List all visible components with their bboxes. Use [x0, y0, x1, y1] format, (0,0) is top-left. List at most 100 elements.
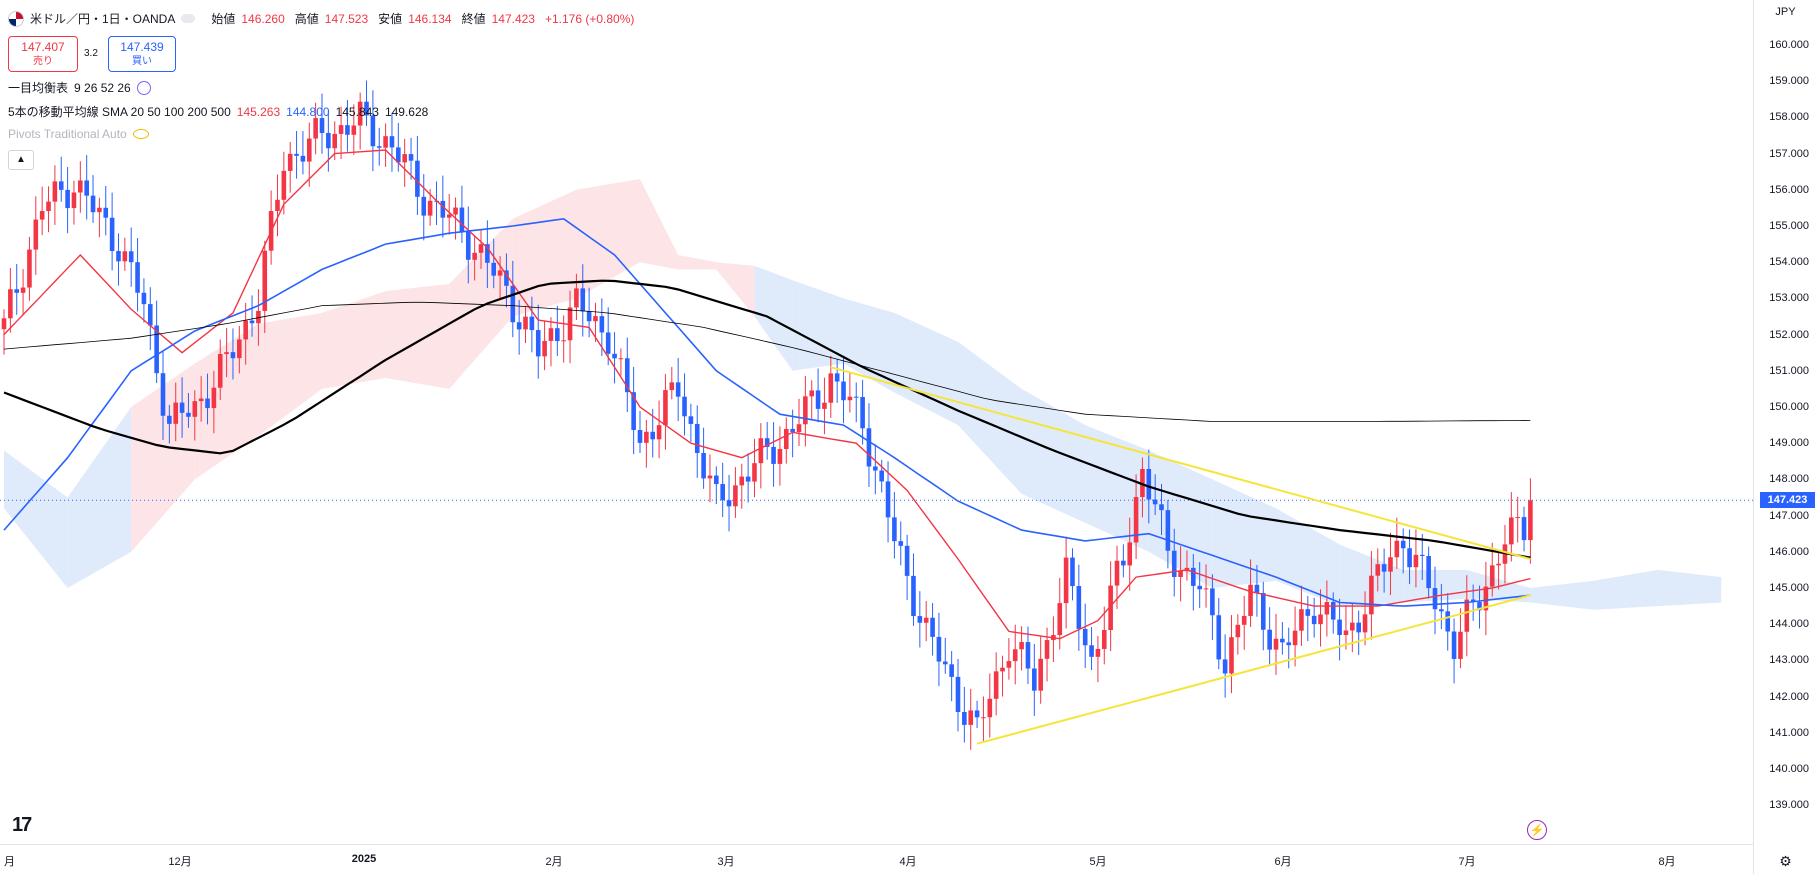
collapse-legend-button[interactable]: ▲ [8, 150, 34, 170]
cloud-segment [792, 280, 844, 371]
candle-body [52, 181, 58, 202]
price-chart[interactable] [0, 0, 1753, 844]
candle [1286, 627, 1292, 669]
cloud-segment [1657, 569, 1722, 607]
candle-body [1286, 642, 1292, 646]
candle-body [141, 292, 147, 305]
candle-body [1356, 622, 1361, 633]
chevron-up-icon: ▲ [16, 154, 26, 165]
candle [179, 377, 185, 438]
candle [262, 240, 268, 334]
candle-body [1521, 517, 1527, 541]
candle-body [1458, 631, 1463, 659]
candle [1496, 552, 1501, 590]
candle [491, 238, 497, 289]
candle [834, 359, 840, 403]
buy-button[interactable]: 147.439 買い [108, 36, 176, 72]
candle-body [46, 201, 51, 212]
candle-body [440, 200, 446, 218]
candle [822, 377, 827, 435]
candle [415, 135, 420, 215]
loading-icon [136, 80, 151, 95]
cloud-segment [576, 178, 640, 299]
chart-plot-area[interactable]: 米ドル／円・1日・OANDA 始値 146.260 高値 147.523 安値 146… [0, 0, 1753, 844]
candle [109, 192, 115, 271]
candle-body [866, 428, 872, 467]
candle-body [790, 428, 795, 432]
candle-body [694, 423, 700, 453]
candle-body [1273, 638, 1279, 650]
open-value: 146.260 [241, 11, 285, 26]
candle [809, 380, 815, 419]
symbol-title[interactable]: 米ドル／円・1日・OANDA [30, 12, 176, 26]
candle [675, 357, 681, 422]
candle [949, 650, 954, 702]
candle-body [84, 180, 89, 196]
candle-body [1089, 645, 1094, 657]
candle [192, 390, 198, 441]
candle-body [663, 390, 668, 426]
sell-button[interactable]: 147.407 売り [8, 36, 78, 72]
symbol-legend[interactable]: 米ドル／円・1日・OANDA 始値 146.260 高値 147.523 安値 146… [8, 10, 638, 27]
price-tick-label: 144.000 [1769, 618, 1809, 631]
cloud-segment [894, 312, 958, 426]
candle [962, 686, 967, 743]
candle-body [1362, 614, 1368, 633]
candle-body [981, 717, 986, 719]
ma-legend[interactable]: 5本の移動平均線 SMA 20 50 100 200 500 145.263 1… [8, 103, 428, 120]
candle [1038, 635, 1043, 704]
candle-body [561, 340, 566, 342]
time-axis[interactable]: 月 12月 2025 2月 3月 4月 5月 6月 7月 8月 [0, 844, 1753, 875]
eye-hidden-icon[interactable] [132, 129, 149, 139]
candle-body [580, 288, 586, 312]
candle-body [586, 311, 592, 322]
candle [612, 332, 617, 384]
candle [1121, 544, 1126, 578]
candle-body [370, 115, 376, 147]
candle-body [1394, 540, 1400, 558]
tradingview-logo-icon[interactable]: 17 [12, 814, 32, 836]
candle [1210, 574, 1215, 640]
candle [1394, 517, 1400, 569]
candle-body [637, 430, 643, 443]
cloud-segment [194, 323, 259, 480]
candle-body [923, 617, 929, 623]
pivots-legend[interactable]: Pivots Traditional Auto [8, 127, 149, 141]
candle-body [357, 101, 363, 126]
currency-label[interactable]: JPY [1775, 6, 1796, 18]
candle-body [860, 397, 865, 429]
candle [122, 237, 128, 271]
candle [1216, 598, 1222, 670]
candle [135, 238, 140, 312]
candle [688, 403, 694, 442]
settings-icon[interactable]: ⚙ [1779, 853, 1792, 869]
ichimoku-legend[interactable]: 一目均衡表 9 26 52 26 [8, 79, 151, 96]
candle-body [1191, 567, 1196, 586]
lightning-icon[interactable]: ⚡ [1527, 820, 1547, 840]
candle [306, 122, 312, 187]
candle-body [593, 316, 598, 322]
candle [1235, 614, 1241, 655]
candle [1356, 610, 1361, 656]
candle [1280, 622, 1285, 655]
candle [1025, 626, 1031, 684]
candle-body [65, 189, 70, 209]
candle [141, 278, 147, 323]
candle [923, 601, 929, 642]
candle [739, 463, 745, 509]
cloud-segment [754, 265, 793, 371]
candle [58, 156, 64, 202]
time-tick-label: 7月 [1458, 856, 1476, 868]
candle [1051, 616, 1056, 662]
price-axis[interactable]: JPY 160.000 159.000 158.000 157.000 156.000 1… [1753, 0, 1816, 874]
sma50-line [3, 217, 1531, 607]
candle [586, 287, 592, 338]
candle [936, 612, 942, 687]
ichimoku-label: 一目均衡表 [8, 81, 69, 95]
candle-body [955, 676, 961, 713]
price-tick-label: 155.000 [1769, 220, 1809, 232]
candle [319, 93, 325, 154]
candle [1521, 506, 1527, 552]
time-tick-label: 2月 [545, 856, 563, 868]
candle-body [109, 217, 115, 252]
